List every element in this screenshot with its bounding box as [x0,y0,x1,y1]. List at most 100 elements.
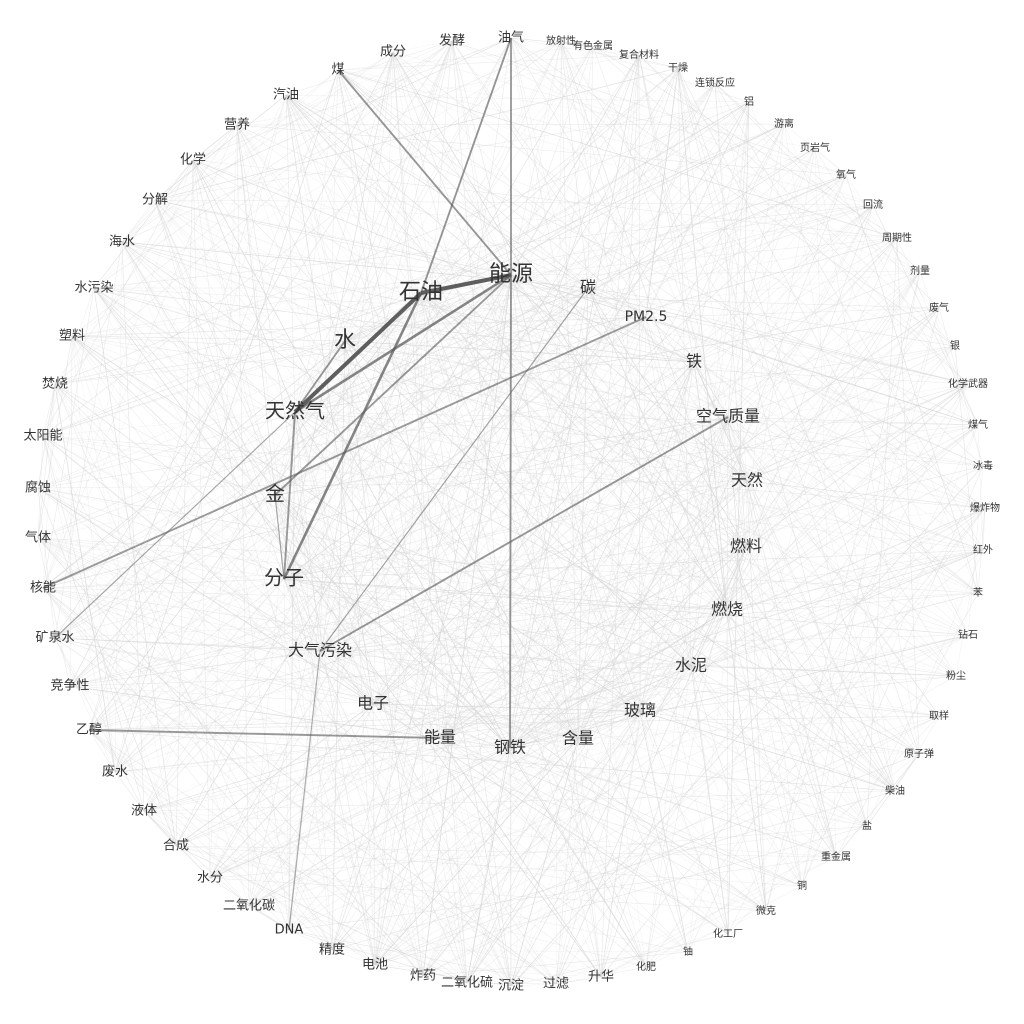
edge-line [143,810,250,907]
edge-line [510,37,679,69]
edge-line [690,665,896,792]
edge-line [727,101,750,935]
node-label-微克: 微克 [756,904,776,917]
edge-line [577,383,969,740]
edge-line [42,416,729,589]
edge-line [283,40,562,580]
edge-line [509,546,747,749]
edge-line [192,159,422,294]
edge-line [37,383,56,539]
edge-line [274,494,647,968]
edge-line [192,159,692,667]
edge-line [337,69,921,272]
edge-line [714,82,747,548]
edge-line [726,546,747,611]
edge-line [319,549,984,652]
edge-line [42,287,95,437]
edge-line [294,411,468,984]
edge-line [331,480,748,951]
edge-line [510,274,767,912]
edge-line [510,274,896,792]
edge-line [420,292,468,984]
edge-line [560,40,594,47]
edge-line [294,411,979,426]
edge-line [587,287,956,347]
edge-line [209,480,748,879]
edge-line [814,147,837,858]
edge-line [54,411,296,639]
edge-line [248,905,602,978]
edge-line [42,587,641,712]
edge-line [451,40,874,206]
edge-line [192,159,376,966]
edge-line [510,546,747,987]
edge-line [236,54,640,126]
edge-line [510,274,641,712]
edge-line [209,747,511,879]
edge-line [192,159,898,239]
edge-line [422,675,957,977]
edge-line [372,703,729,935]
edge-line [37,487,177,847]
edge-line [639,710,896,792]
edge-line [285,94,374,705]
edge-line [510,710,641,987]
edge-line [88,729,896,792]
edge-line [288,51,394,931]
edge-line [42,587,728,611]
edge-line [93,287,579,740]
edge-line [288,929,468,984]
edge-line [331,710,641,951]
edge-line [745,424,979,548]
edge-line [693,361,767,912]
edge-空气质量-大气污染 [319,416,729,652]
edge-天然气-分子 [283,411,296,580]
edge-line [439,40,562,739]
edge-line [71,292,422,337]
edge-line [93,287,424,977]
edge-line [727,416,920,755]
edge-line [374,964,602,978]
edge-line [192,159,296,413]
edge-line [69,292,422,687]
edge-line [274,45,594,496]
edge-line [560,40,589,289]
edge-line [37,537,424,977]
node-label-回流: 回流 [863,198,883,211]
edge-line [154,199,874,206]
node-label-银: 银 [950,339,960,352]
edge-line [510,274,896,792]
edge-line [560,40,837,858]
edge-line [510,37,695,363]
edge-line [175,845,837,858]
edge-line [54,637,177,847]
edge-line [600,910,767,978]
edge-line [154,199,729,418]
edge-line [294,411,984,551]
edge-line [372,307,940,705]
edge-line [319,650,374,705]
edge-line [88,94,287,731]
edge-line [37,537,728,611]
edge-line [192,124,238,161]
edge-line [331,790,896,951]
edge-line [677,67,969,636]
edge-line [54,637,374,705]
edge-line [93,69,339,289]
edge-line [466,287,589,984]
edge-line [71,204,874,337]
edge-line [71,335,276,496]
edge-line [154,199,374,705]
edge-line [337,45,594,71]
edge-line [466,549,984,984]
edge-line [54,637,145,812]
edge-line [37,537,285,580]
node-label-石油: 石油 [399,280,443,305]
edge-line [154,199,511,749]
edge-line [726,609,920,755]
edge-line [344,340,692,667]
edge-line [71,335,374,705]
edge-line [175,549,984,847]
edge-line [274,424,979,496]
edge-line [209,703,374,879]
